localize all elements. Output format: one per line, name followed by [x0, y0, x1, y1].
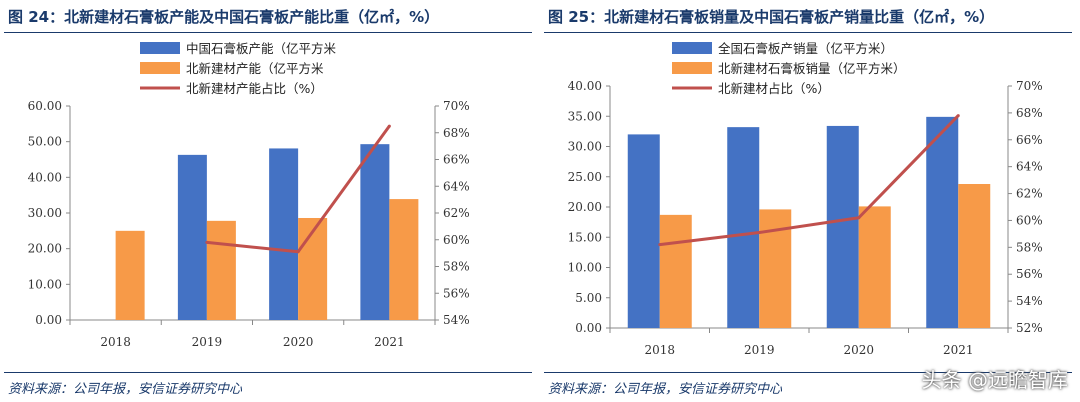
bar-blue [926, 116, 959, 328]
y2-tick-label: 64% [1016, 160, 1043, 174]
legend-label: 北新建材产能（亿平方米 [186, 61, 324, 76]
x-tick-label: 2018 [644, 343, 675, 357]
y2-tick-label: 58% [443, 260, 470, 274]
y2-tick-label: 60% [1016, 213, 1043, 227]
bar-orange [115, 230, 145, 320]
share-point [857, 216, 861, 220]
y2-tick-label: 62% [443, 206, 470, 220]
bar-orange [298, 217, 328, 320]
y-tick-label: 5.00 [575, 291, 602, 305]
y-tick-label: 15.00 [568, 230, 602, 244]
y-tick-label: 10.00 [28, 277, 62, 291]
legend-swatch [672, 62, 712, 74]
y-tick-label: 50.00 [28, 135, 62, 149]
watermark: 头条 @远瞻智库 [921, 368, 1068, 392]
y2-tick-label: 56% [443, 286, 470, 300]
bar-orange [659, 214, 692, 328]
legend-swatch [140, 62, 180, 74]
x-tick-label: 2019 [192, 335, 223, 349]
y-tick-label: 0.00 [35, 313, 62, 327]
bar-orange [389, 199, 419, 320]
source-rule [544, 372, 1072, 373]
share-point [658, 243, 662, 247]
y-tick-label: 0.00 [575, 321, 602, 335]
title-rule [4, 32, 532, 33]
share-point [296, 250, 300, 254]
share-point [757, 231, 761, 235]
legend-label: 北新建材石膏板销量（亿平方米） [718, 61, 906, 76]
y2-tick-label: 68% [1016, 106, 1043, 120]
y2-tick-label: 64% [443, 179, 470, 193]
chart-svg-right: 全国石膏板产销量（亿平方米） 北新建材石膏板销量（亿平方米） 北新建材占比（%） 0.… [568, 41, 1043, 357]
x-tick-label: 2019 [744, 343, 775, 357]
figure-title: 图 24：北新建材石膏板产能及中国石膏板产能比重（亿㎡，%） [8, 8, 440, 26]
y2-tick-label: 66% [1016, 133, 1043, 147]
bar-blue [826, 125, 859, 329]
y2-tick-label: 52% [1016, 321, 1043, 335]
share-point [956, 114, 960, 118]
source-note: 资料来源：公司年报，安信证券研究中心 [548, 382, 783, 397]
bar-blue [627, 134, 660, 328]
legend-label: 北新建材占比（%） [718, 81, 830, 96]
y2-tick-label: 70% [443, 99, 470, 113]
bar-blue [269, 148, 299, 320]
x-tick-label: 2021 [943, 343, 974, 357]
y2-tick-label: 58% [1016, 240, 1043, 254]
title-rule [544, 32, 1072, 33]
y2-tick-label: 62% [1016, 187, 1043, 201]
y2-tick-label: 56% [1016, 267, 1043, 281]
x-tick-label: 2021 [374, 335, 405, 349]
y-tick-label: 20.00 [28, 242, 62, 256]
y-tick-label: 35.00 [568, 109, 602, 123]
source-rule [4, 372, 532, 373]
y-tick-label: 60.00 [28, 99, 62, 113]
legend-swatch [140, 42, 180, 54]
bar-orange [206, 220, 236, 320]
chart-panel-right: 图 25：北新建材石膏板销量及中国石膏板产销量比重（亿㎡，%） 全国石膏板产销量… [540, 0, 1080, 402]
share-line [659, 114, 960, 247]
x-tick-label: 2020 [283, 335, 314, 349]
legend-swatch [672, 42, 712, 54]
y2-tick-label: 54% [1016, 294, 1043, 308]
chart-panel-left: 图 24：北新建材石膏板产能及中国石膏板产能比重（亿㎡，%） 中国石膏板产能（亿… [4, 8, 532, 397]
bar-blue [727, 127, 760, 328]
legend-label: 中国石膏板产能（亿平方米 [186, 41, 337, 56]
y-tick-label: 40.00 [568, 79, 602, 93]
x-tick-label: 2018 [100, 335, 131, 349]
y-tick-label: 30.00 [28, 206, 62, 220]
share-point [205, 240, 209, 244]
y2-tick-label: 54% [443, 313, 470, 327]
y-tick-label: 40.00 [28, 170, 62, 184]
y2-tick-label: 70% [1016, 79, 1043, 93]
y2-tick-label: 68% [443, 126, 470, 140]
figure-title: 图 25：北新建材石膏板销量及中国石膏板产销量比重（亿㎡，%） [548, 8, 995, 26]
share-point [387, 124, 391, 128]
y-tick-label: 10.00 [568, 261, 602, 275]
y2-tick-label: 66% [443, 153, 470, 167]
bar-blue [177, 154, 207, 320]
legend-label: 全国石膏板产销量（亿平方米） [718, 41, 893, 56]
y-tick-label: 20.00 [568, 200, 602, 214]
source-note: 资料来源：公司年报，安信证券研究中心 [8, 382, 243, 397]
y2-tick-label: 60% [443, 233, 470, 247]
bar-blue [360, 144, 390, 320]
bar-orange [858, 206, 891, 328]
y-tick-label: 25.00 [568, 170, 602, 184]
legend-label: 北新建材产能占比（%） [186, 81, 323, 96]
bar-orange [958, 184, 991, 328]
x-tick-label: 2020 [843, 343, 874, 357]
y-tick-label: 30.00 [568, 140, 602, 154]
